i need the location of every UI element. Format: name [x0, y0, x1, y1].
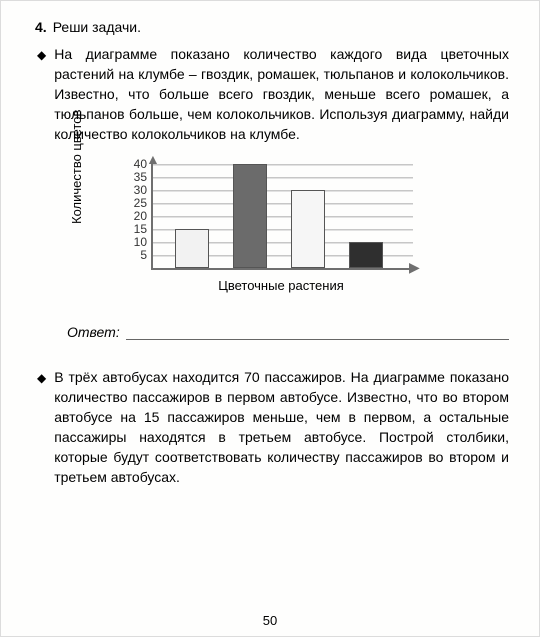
problem-1-text: На диаграмме показано количество каждого… [54, 45, 509, 144]
chart-ylabel: Количество цветов [69, 110, 84, 224]
chart-bar-1 [175, 229, 209, 268]
chart-bar-4 [349, 242, 383, 268]
flower-chart: Количество цветов ▲ ▶ 5 10 15 20 25 30 3… [89, 156, 419, 306]
chart-ytick: 20 [127, 209, 147, 223]
page: 4. Реши задачи. ◆ На диаграмме показано … [0, 0, 540, 637]
problem-2: ◆ В трёх автобусах находится 70 пассажир… [35, 368, 509, 487]
answer-row: Ответ: [67, 324, 509, 340]
chart-ytick: 35 [127, 170, 147, 184]
bullet-icon: ◆ [35, 368, 46, 487]
chart-xlabel: Цветочные растения [151, 278, 411, 293]
task-header: 4. Реши задачи. [35, 19, 509, 35]
chart-ytick: 5 [127, 248, 147, 262]
task-heading: Реши задачи. [53, 19, 141, 35]
task-number: 4. [35, 19, 47, 35]
page-number: 50 [1, 613, 539, 628]
chart-ytick: 30 [127, 183, 147, 197]
chart-bar-3 [291, 190, 325, 268]
answer-label: Ответ: [67, 324, 120, 340]
chart-bar-2 [233, 164, 267, 268]
problem-2-text: В трёх автобусах находится 70 пассажиров… [54, 368, 509, 487]
chart-ytick: 15 [127, 222, 147, 236]
problem-1: ◆ На диаграмме показано количество каждо… [35, 45, 509, 144]
chart-ytick: 25 [127, 196, 147, 210]
answer-blank-line[interactable] [126, 325, 509, 340]
bullet-icon: ◆ [35, 45, 46, 144]
chart-ytick: 40 [127, 157, 147, 171]
chart-plot-area [151, 162, 413, 270]
chart-ytick: 10 [127, 235, 147, 249]
